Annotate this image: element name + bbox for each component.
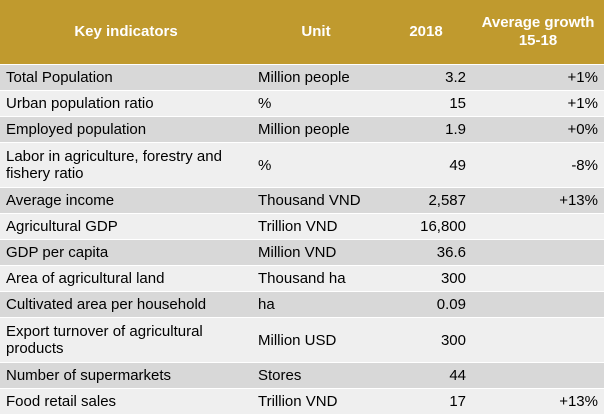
unit-cell: Thousand ha — [252, 265, 380, 292]
growth-cell: +1% — [472, 64, 604, 91]
table-row: Labor in agriculture, forestry and fishe… — [0, 142, 604, 188]
indicator-cell: Number of supermarkets — [0, 362, 252, 389]
table-row: Food retail sales Trillion VND 17 +13% — [0, 388, 604, 414]
indicator-cell: Employed population — [0, 116, 252, 143]
value-2018-cell: 0.09 — [380, 291, 472, 318]
unit-cell: Stores — [252, 362, 380, 389]
table-row: Urban population ratio % 15 +1% — [0, 90, 604, 117]
table-row: GDP per capita Million VND 36.6 — [0, 239, 604, 266]
growth-cell: +1% — [472, 90, 604, 117]
indicator-cell: Urban population ratio — [0, 90, 252, 117]
value-2018-cell: 16,800 — [380, 213, 472, 240]
value-2018-cell: 49 — [380, 142, 472, 188]
indicator-cell: Labor in agriculture, forestry and fishe… — [0, 142, 252, 188]
header-unit: Unit — [252, 0, 380, 65]
value-2018-cell: 36.6 — [380, 239, 472, 266]
unit-cell: Thousand VND — [252, 187, 380, 214]
growth-cell: -8% — [472, 142, 604, 188]
unit-cell: Million VND — [252, 239, 380, 266]
unit-cell: Trillion VND — [252, 213, 380, 240]
header-key-indicators: Key indicators — [0, 0, 252, 65]
indicator-cell: Agricultural GDP — [0, 213, 252, 240]
table-row: Number of supermarkets Stores 44 — [0, 362, 604, 389]
value-2018-cell: 1.9 — [380, 116, 472, 143]
unit-cell: Trillion VND — [252, 388, 380, 414]
table-body: Total Population Million people 3.2 +1% … — [0, 64, 604, 414]
value-2018-cell: 300 — [380, 317, 472, 363]
table-row: Total Population Million people 3.2 +1% — [0, 64, 604, 91]
table-row: Agricultural GDP Trillion VND 16,800 — [0, 213, 604, 240]
table-row: Area of agricultural land Thousand ha 30… — [0, 265, 604, 292]
growth-cell: +0% — [472, 116, 604, 143]
value-2018-cell: 44 — [380, 362, 472, 389]
unit-cell: ha — [252, 291, 380, 318]
indicator-cell: Area of agricultural land — [0, 265, 252, 292]
indicator-cell: GDP per capita — [0, 239, 252, 266]
unit-cell: Million people — [252, 116, 380, 143]
value-2018-cell: 15 — [380, 90, 472, 117]
table-row: Cultivated area per household ha 0.09 — [0, 291, 604, 318]
indicator-cell: Cultivated area per household — [0, 291, 252, 318]
value-2018-cell: 17 — [380, 388, 472, 414]
header-average-growth: Average growth 15-18 — [472, 0, 604, 65]
table-row: Employed population Million people 1.9 +… — [0, 116, 604, 143]
value-2018-cell: 3.2 — [380, 64, 472, 91]
growth-cell — [472, 265, 604, 292]
growth-cell: +13% — [472, 187, 604, 214]
growth-cell — [472, 317, 604, 363]
growth-cell — [472, 362, 604, 389]
table-row: Average income Thousand VND 2,587 +13% — [0, 187, 604, 214]
unit-cell: % — [252, 90, 380, 117]
header-2018: 2018 — [380, 0, 472, 65]
value-2018-cell: 2,587 — [380, 187, 472, 214]
growth-cell — [472, 291, 604, 318]
unit-cell: % — [252, 142, 380, 188]
unit-cell: Million people — [252, 64, 380, 91]
indicator-cell: Total Population — [0, 64, 252, 91]
growth-cell: +13% — [472, 388, 604, 414]
table-row: Export turnover of agricultural products… — [0, 317, 604, 363]
value-2018-cell: 300 — [380, 265, 472, 292]
growth-cell — [472, 213, 604, 240]
table-header-row: Key indicators Unit 2018 Average growth … — [0, 0, 604, 65]
unit-cell: Million USD — [252, 317, 380, 363]
indicator-cell: Export turnover of agricultural products — [0, 317, 252, 363]
indicator-cell: Average income — [0, 187, 252, 214]
growth-cell — [472, 239, 604, 266]
indicator-cell: Food retail sales — [0, 388, 252, 414]
